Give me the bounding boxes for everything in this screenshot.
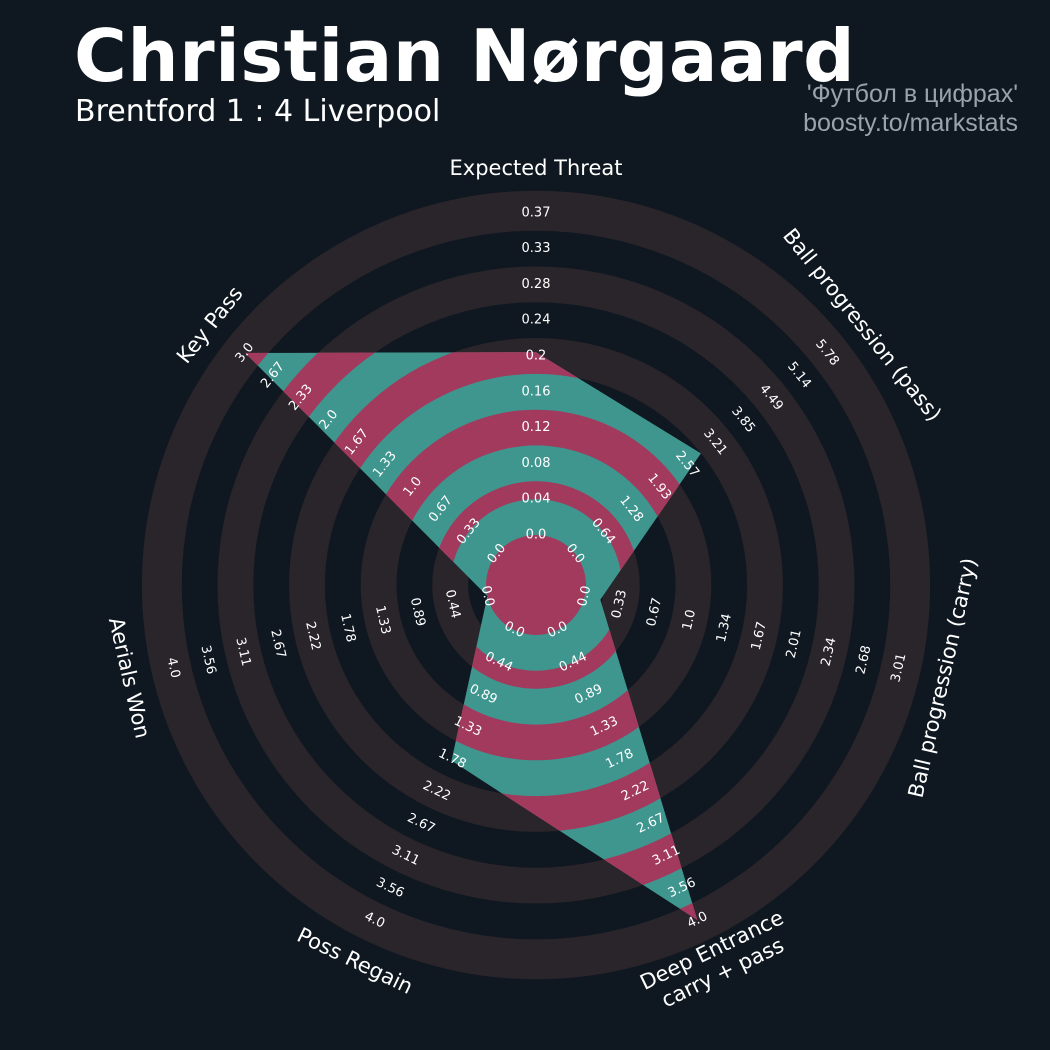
tick-label: 0.16: [522, 384, 551, 399]
credit-block: 'Футбол в цифрах' boosty.to/markstats: [803, 80, 1018, 138]
tick-label: 2.34: [819, 636, 840, 668]
tick-label: 0.12: [522, 420, 551, 435]
tick-label: 3.11: [232, 636, 253, 668]
tick-label: 2.01: [784, 628, 805, 660]
page-title: Christian Nørgaard: [74, 14, 856, 98]
tick-label: 3.85: [728, 404, 758, 436]
tick-label: 0.08: [522, 456, 551, 471]
tick-label: 3.56: [197, 644, 218, 676]
tick-label: 0.0: [526, 528, 547, 543]
tick-label: 0.33: [609, 588, 630, 620]
tick-label: 1.78: [337, 612, 358, 644]
polygon-base: [245, 352, 701, 921]
tick-label: 0.37: [522, 205, 551, 220]
player-polygon: [245, 352, 701, 921]
match-subtitle: Brentford 1 : 4 Liverpool: [75, 94, 441, 129]
tick-label: 0.0: [575, 584, 594, 608]
credit-line-2: boosty.to/markstats: [803, 109, 1018, 137]
tick-label: 2.67: [267, 628, 288, 660]
tick-label: 3.56: [374, 875, 407, 901]
tick-label: 2.68: [853, 644, 874, 676]
tick-label: 0.89: [407, 596, 428, 628]
tick-label: 1.0: [680, 608, 699, 632]
tick-label: 0.0: [478, 584, 497, 608]
tick-label: 2.22: [302, 620, 323, 652]
tick-label: 1.33: [372, 604, 393, 636]
polygon-core: [486, 535, 586, 635]
tick-label: 1.67: [749, 620, 770, 652]
tick-label: 0.67: [644, 596, 665, 628]
tick-label: 0.24: [522, 313, 551, 328]
tick-label: 4.0: [163, 656, 182, 680]
tick-label: 0.33: [522, 241, 551, 256]
tick-label: 0.2: [526, 349, 547, 364]
credit-line-1: 'Футбол в цифрах': [806, 80, 1018, 108]
tick-label: 2.67: [405, 811, 438, 837]
tick-label: 0.04: [522, 492, 551, 507]
tick-label: 0.28: [522, 277, 551, 292]
axis-label: Expected Threat: [450, 156, 623, 180]
tick-label: 3.01: [888, 652, 909, 684]
tick-label: 1.34: [714, 612, 735, 644]
tick-label: 0.44: [442, 588, 463, 620]
tick-label: 5.14: [784, 359, 814, 391]
